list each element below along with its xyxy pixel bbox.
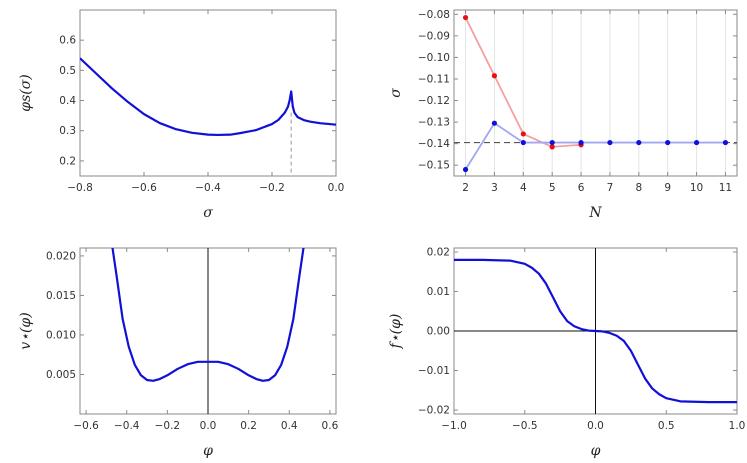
x-tick-label: −0.4: [114, 420, 140, 432]
x-tick-label: 0.6: [322, 420, 339, 432]
y-tick-label: 0.015: [46, 290, 76, 302]
y-tick-label: 0.02: [427, 246, 450, 258]
chart-panel-2: 2 3 4 5 6 7 8 9 10 11 −0.08 −0.09 −0.10 −0.11 −0.12 −0.…: [388, 9, 738, 221]
x-tick-label: 9: [664, 182, 671, 194]
plot-frame: [453, 9, 738, 177]
x-tick-label: 5: [549, 182, 556, 194]
y-tick-label: −0.09: [418, 30, 450, 42]
series-1-point: [520, 131, 526, 137]
x-tick-label: 8: [635, 182, 642, 194]
y-axis-label: v⋆(φ): [18, 312, 34, 349]
chart-panel-1: −0.8 −0.6 −0.4 −0.2 0.0 0.2 0.3 0.4 0.5 0.6 σ φs(σ): [18, 9, 345, 221]
x-tick-label: −0.6: [131, 182, 157, 194]
x-tick-label: 0.0: [200, 420, 217, 432]
series-2-point: [462, 166, 469, 173]
y-tick-label: 0.6: [59, 35, 76, 47]
y-tick-label: 0.3: [59, 125, 76, 137]
x-tick-label: 6: [578, 182, 585, 194]
chart-panel-3: −0.6 −0.4 −0.2 0.0 0.2 0.4 0.6 0.005 0.010 0.015 0…: [18, 247, 339, 459]
y-tick-label: 0.005: [46, 369, 76, 381]
y-tick-label: −0.15: [418, 160, 450, 172]
y-axis-label: σ: [388, 88, 404, 98]
series-1-point: [549, 144, 555, 150]
series-2-point: [636, 139, 642, 146]
x-tick-label: 0.4: [281, 420, 298, 432]
y-tick-label: −0.12: [418, 95, 450, 107]
x-axis-label: φ: [203, 443, 213, 459]
x-tick-label: −0.5: [512, 420, 538, 432]
series-line-1: [111, 248, 305, 382]
y-tick-label: −0.11: [418, 73, 450, 85]
x-tick-label: 3: [491, 182, 498, 194]
y-tick-label: −0.08: [418, 9, 450, 21]
x-axis-label: N: [588, 205, 602, 221]
x-tick-label: −0.4: [195, 182, 221, 194]
y-tick-label: −0.13: [418, 117, 450, 129]
series-line-1: [80, 57, 336, 137]
x-tick-label: 4: [520, 182, 527, 194]
x-tick-label: 1.0: [729, 420, 746, 432]
x-tick-label: 0.0: [328, 182, 345, 194]
x-tick-label: 2: [462, 182, 469, 194]
y-tick-label: 0.01: [427, 286, 450, 298]
series-2-point: [722, 139, 729, 146]
y-tick-label: 0.2: [59, 155, 76, 167]
y-tick-label: −0.10: [418, 52, 450, 64]
y-tick-label: −0.01: [418, 365, 450, 377]
x-tick-label: −0.6: [73, 420, 99, 432]
x-tick-label: 0.0: [587, 420, 604, 432]
x-axis-label: σ: [203, 205, 213, 221]
series-line-2: [464, 122, 726, 171]
y-tick-label: 0.010: [46, 329, 76, 341]
series-2-point: [665, 139, 671, 146]
x-tick-label: 0.2: [240, 420, 257, 432]
y-tick-label: 0.4: [59, 95, 76, 107]
series-2-point: [491, 120, 498, 126]
y-tick-label: 0.020: [46, 250, 76, 262]
y-tick-label: −0.02: [418, 405, 450, 417]
series-2-point: [578, 139, 584, 146]
x-tick-label: 11: [719, 182, 732, 194]
series-2-point: [549, 139, 555, 146]
series-1-point: [491, 73, 498, 79]
series-2-point: [693, 139, 700, 146]
series-2-point: [607, 139, 613, 146]
series-2-point: [520, 139, 526, 146]
y-tick-label: 0.5: [59, 65, 76, 77]
x-tick-label: −0.8: [67, 182, 93, 194]
x-tick-label: −1.0: [441, 420, 467, 432]
y-tick-label: −0.14: [418, 138, 450, 150]
y-axis-label: f⋆(φ): [388, 314, 404, 350]
series-1-point: [462, 14, 469, 21]
x-tick-label: 10: [690, 182, 703, 194]
y-axis-label: φs(σ): [18, 74, 34, 111]
x-axis-label: φ: [591, 443, 601, 459]
x-tick-label: 0.5: [658, 420, 675, 432]
chart-panel-4: −1.0 −0.5 0.0 0.5 1.0 0.02 0.01 0.00 −0.01 −0.02 φ…: [388, 246, 745, 459]
x-tick-label: 7: [607, 182, 614, 194]
y-tick-label: 0.00: [427, 326, 450, 338]
x-tick-label: −0.2: [259, 182, 285, 194]
x-tick-label: −0.2: [155, 420, 181, 432]
series-line-1: [454, 258, 737, 404]
